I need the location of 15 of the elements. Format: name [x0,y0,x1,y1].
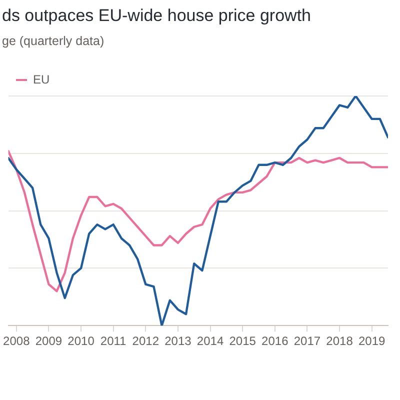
x-tick-label: 2019 [358,334,386,348]
x-tick-label: 2011 [100,334,127,348]
x-tick-label: 2016 [262,334,289,348]
x-tick-label: 2009 [35,334,62,348]
x-tick-label: 2015 [229,334,256,348]
x-tick-label: 2013 [164,334,192,348]
x-tick-label: 2017 [294,334,321,348]
x-tick-label: 2018 [326,334,354,348]
legend-label: EU [33,72,50,86]
chart-subtitle: ge (quarterly data) [2,34,104,48]
x-tick-label: 2010 [68,334,95,348]
chart-title: ds outpaces EU-wide house price growth [2,6,311,26]
x-tick-label: 2014 [196,334,224,348]
x-tick-label: 2012 [132,334,160,348]
x-tick-label: 2008 [3,334,30,348]
